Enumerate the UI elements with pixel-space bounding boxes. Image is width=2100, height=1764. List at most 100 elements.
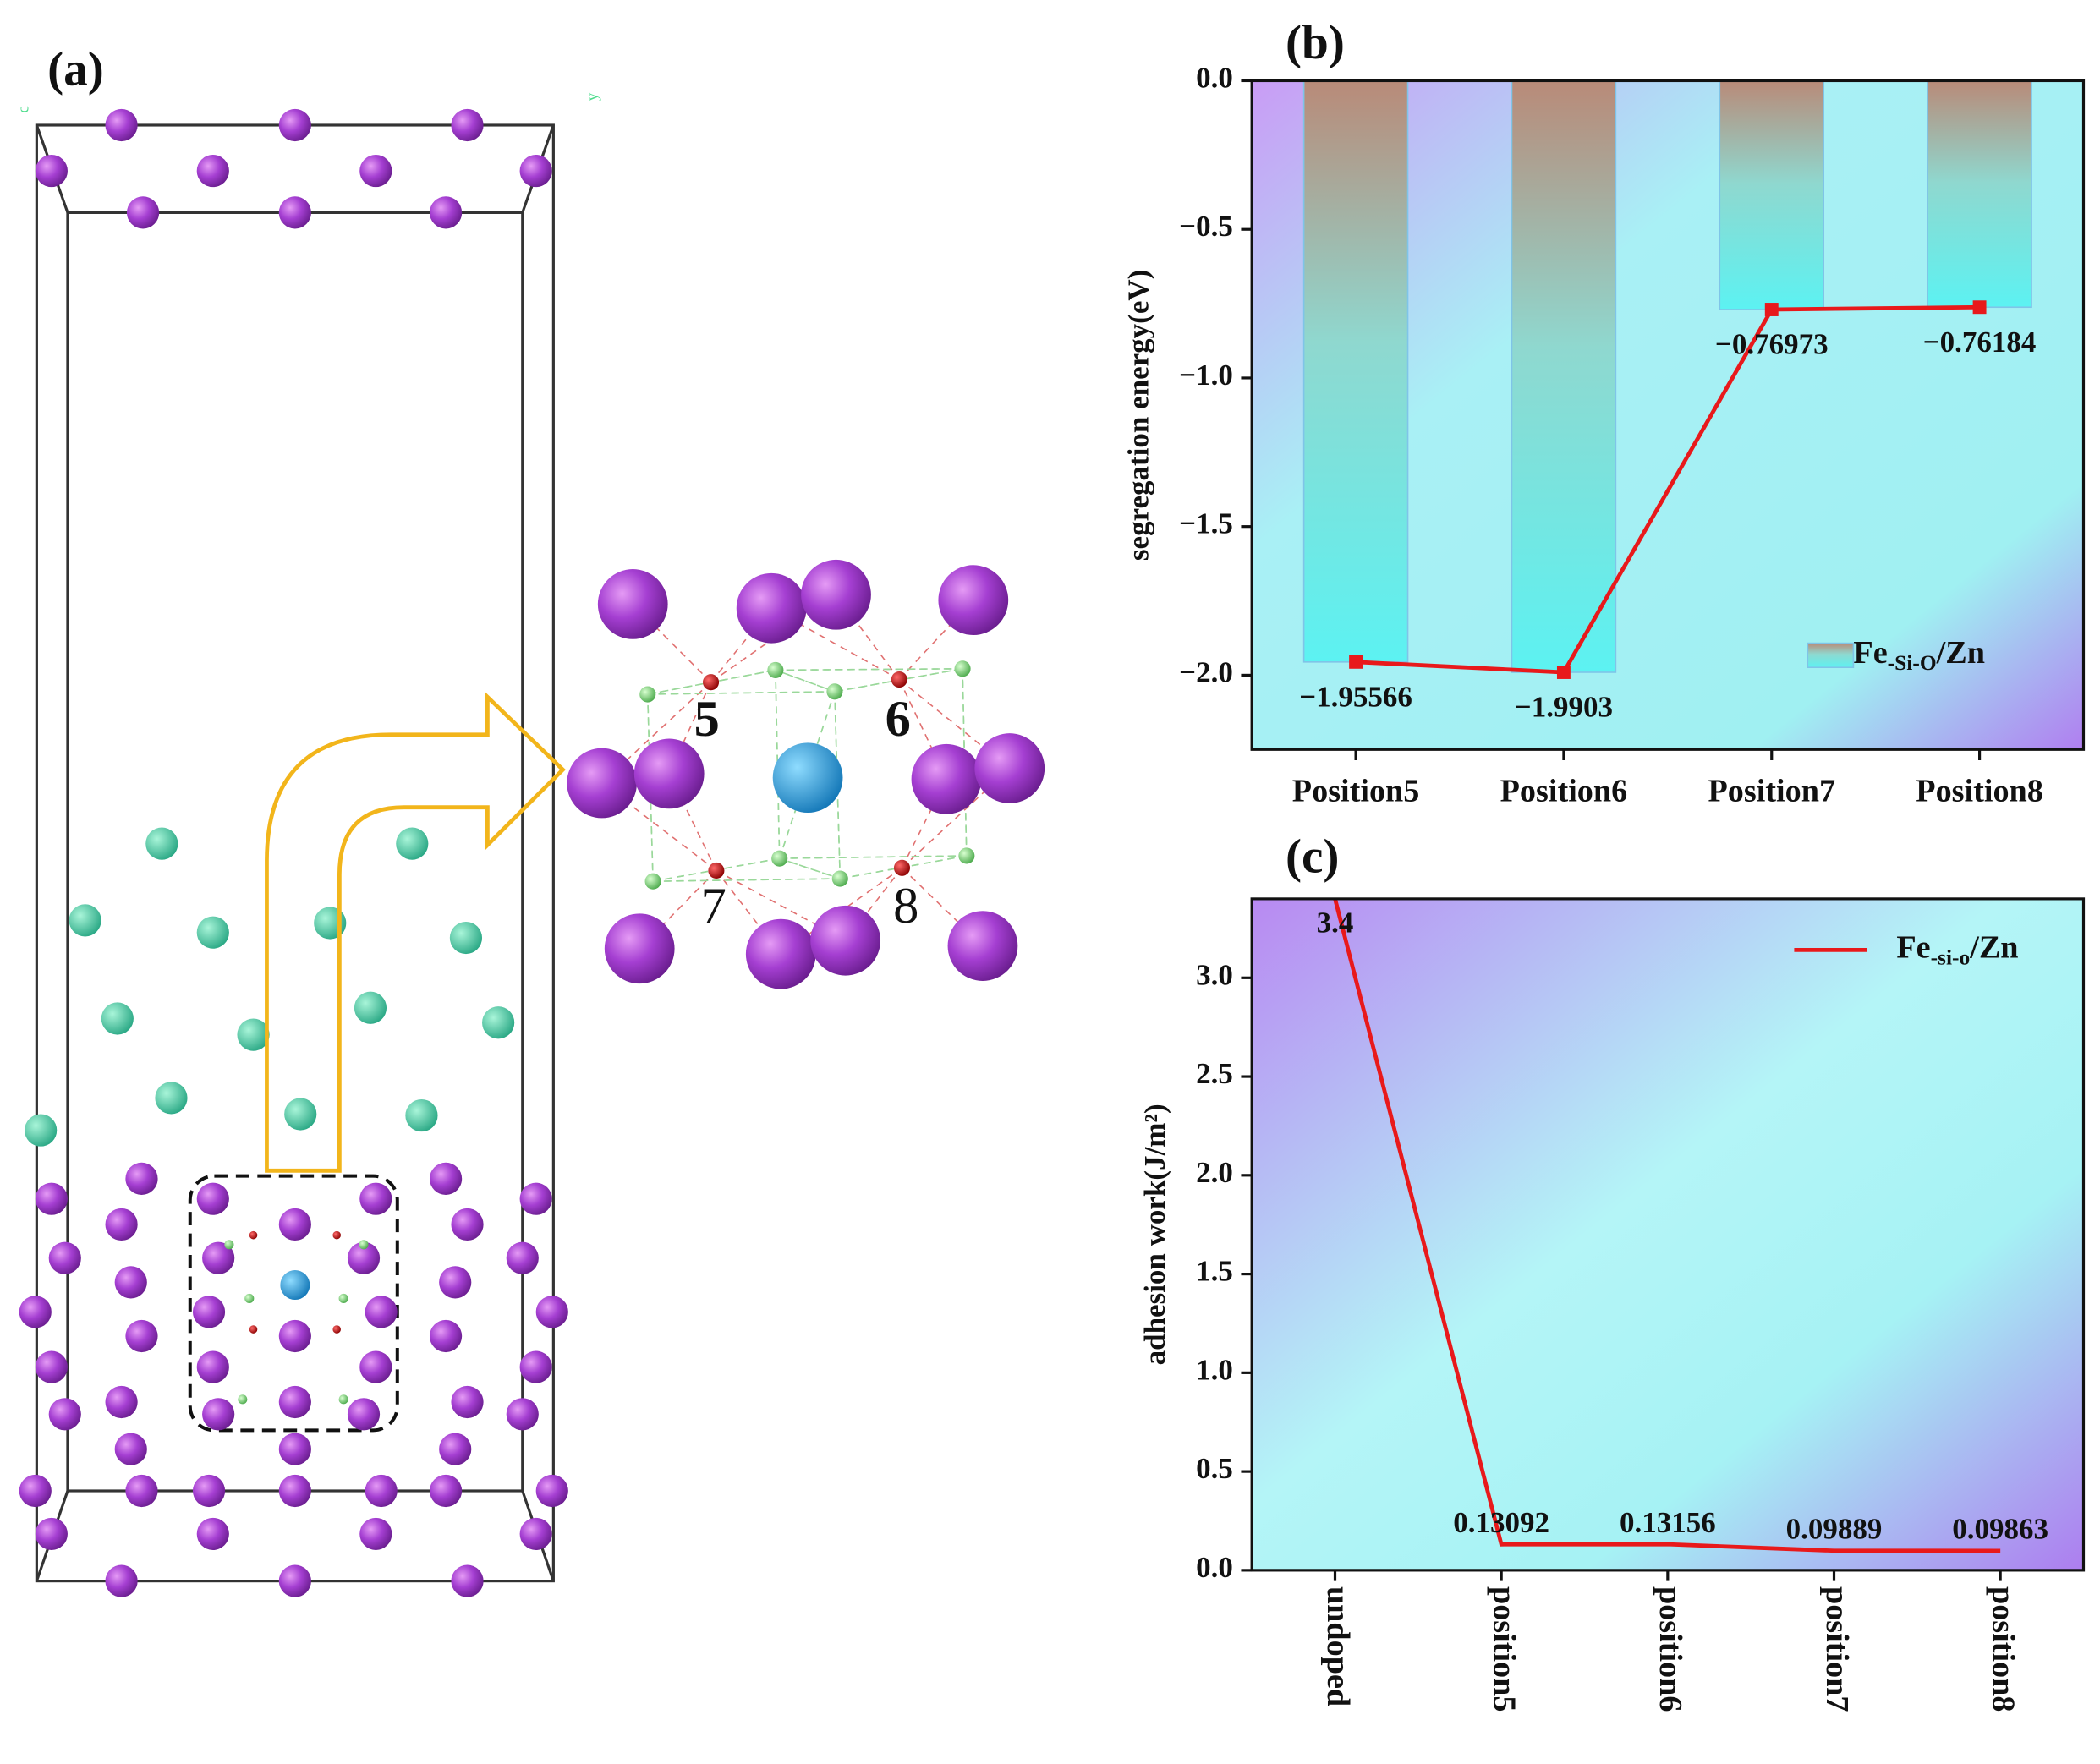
legend-text: /Zn xyxy=(1936,635,1985,671)
selection-box xyxy=(188,1174,399,1433)
site-label: 7 xyxy=(701,878,727,934)
panel-label: (c) xyxy=(1286,830,1340,883)
marker xyxy=(1972,300,1987,315)
bond xyxy=(775,669,836,693)
line xyxy=(1333,898,2001,1553)
zn-atom xyxy=(429,1162,463,1195)
y-tick-label: −1.0 xyxy=(1179,359,1233,392)
zn-atom xyxy=(938,565,1009,636)
bond xyxy=(901,867,984,947)
site-label: 6 xyxy=(886,691,911,748)
si-atom xyxy=(958,847,975,864)
bar xyxy=(1302,79,1409,663)
si-atom xyxy=(644,873,661,890)
si-atom xyxy=(831,870,848,887)
bar xyxy=(1511,79,1617,673)
zn-atom xyxy=(202,1241,235,1274)
legend-text: /Zn xyxy=(1969,929,2018,965)
zn-atom xyxy=(597,569,668,639)
value-label: 0.13092 xyxy=(1453,1506,1549,1539)
zn-atom xyxy=(506,1398,539,1431)
teal-atom xyxy=(405,1098,438,1132)
si-atom xyxy=(244,1293,255,1304)
zn-atom xyxy=(278,1208,311,1241)
zn-atom xyxy=(278,1319,311,1353)
y-tick-label: 1.0 xyxy=(1196,1353,1233,1386)
zn-atom xyxy=(105,108,138,142)
zn-atom xyxy=(126,196,160,229)
zn-atom xyxy=(35,1517,68,1551)
y-tick-label: 0.5 xyxy=(1196,1452,1233,1485)
si-atom xyxy=(224,1240,234,1250)
zn-atom xyxy=(451,1385,484,1419)
zn-atom xyxy=(192,1296,226,1328)
si-atom xyxy=(826,683,843,700)
zn-atom xyxy=(439,1433,472,1465)
zn-atom xyxy=(519,154,552,188)
zn-atom xyxy=(278,1385,311,1419)
value-label: 3.4 xyxy=(1317,907,1354,940)
value-label: 0.13156 xyxy=(1620,1506,1716,1539)
zn-atom xyxy=(35,1182,68,1215)
axis-label: c xyxy=(14,106,32,112)
x-tick-label: position8 xyxy=(1985,1586,2020,1712)
bond xyxy=(898,679,947,780)
value-label: −1.95566 xyxy=(1299,680,1412,713)
zn-atom xyxy=(947,911,1018,981)
si-atom xyxy=(954,660,971,677)
zn-atom xyxy=(48,1398,81,1431)
teal-atom xyxy=(196,916,229,949)
value-label: 0.09889 xyxy=(1786,1513,1883,1546)
bond xyxy=(779,857,841,879)
value-label: −0.76973 xyxy=(1715,328,1829,361)
zn-atom xyxy=(125,1162,158,1195)
plot-area xyxy=(1252,898,2084,1570)
zn-atom xyxy=(810,905,881,976)
bond xyxy=(779,857,841,879)
teal-atom xyxy=(145,827,178,860)
bond xyxy=(901,778,947,868)
cell-box xyxy=(35,123,555,1583)
zn-atom xyxy=(519,1182,552,1215)
value-label: 0.09863 xyxy=(1952,1513,2048,1546)
teal-atom xyxy=(25,1114,58,1147)
zn-atom xyxy=(359,1182,392,1215)
zn-atom xyxy=(278,1564,311,1597)
x-tick-label: Position8 xyxy=(1916,774,2043,809)
line xyxy=(1355,304,1980,675)
zn-atom xyxy=(359,154,392,188)
zn-atom xyxy=(278,196,311,229)
zn-atom xyxy=(278,1474,311,1508)
y-tick-label: 0.0 xyxy=(1196,62,1233,95)
bond xyxy=(653,878,841,882)
teal-atom xyxy=(482,1006,515,1039)
teal-atom xyxy=(449,921,483,955)
value-label: −1.9903 xyxy=(1515,691,1613,724)
bond xyxy=(668,682,712,775)
fe-atom xyxy=(280,1270,310,1301)
zn-atom xyxy=(196,154,229,188)
zn-atom xyxy=(519,1517,552,1551)
fe-atom xyxy=(772,742,843,814)
zn-atom xyxy=(359,1517,392,1551)
zn-atom xyxy=(105,1564,138,1597)
y-tick-label: 3.0 xyxy=(1196,958,1233,991)
y-tick-label: 1.5 xyxy=(1196,1255,1233,1288)
o-atom xyxy=(893,859,911,876)
zn-atom xyxy=(35,154,68,188)
y-axis-label: segregation energy(eV) xyxy=(1122,270,1155,561)
panel-label: (b) xyxy=(1286,16,1345,69)
bond xyxy=(775,669,836,693)
o-atom xyxy=(249,1325,258,1334)
zn-atom xyxy=(278,108,311,142)
zn-atom xyxy=(19,1474,52,1508)
zn-atom xyxy=(429,1474,463,1508)
teal-atom xyxy=(284,1098,317,1131)
bar xyxy=(1927,79,2032,309)
zn-atom xyxy=(19,1296,52,1328)
y-tick-label: −1.5 xyxy=(1179,507,1233,540)
zn-atom xyxy=(347,1241,381,1274)
value-label: −0.76184 xyxy=(1923,326,2037,359)
x-tick-label: Position7 xyxy=(1708,774,1835,809)
